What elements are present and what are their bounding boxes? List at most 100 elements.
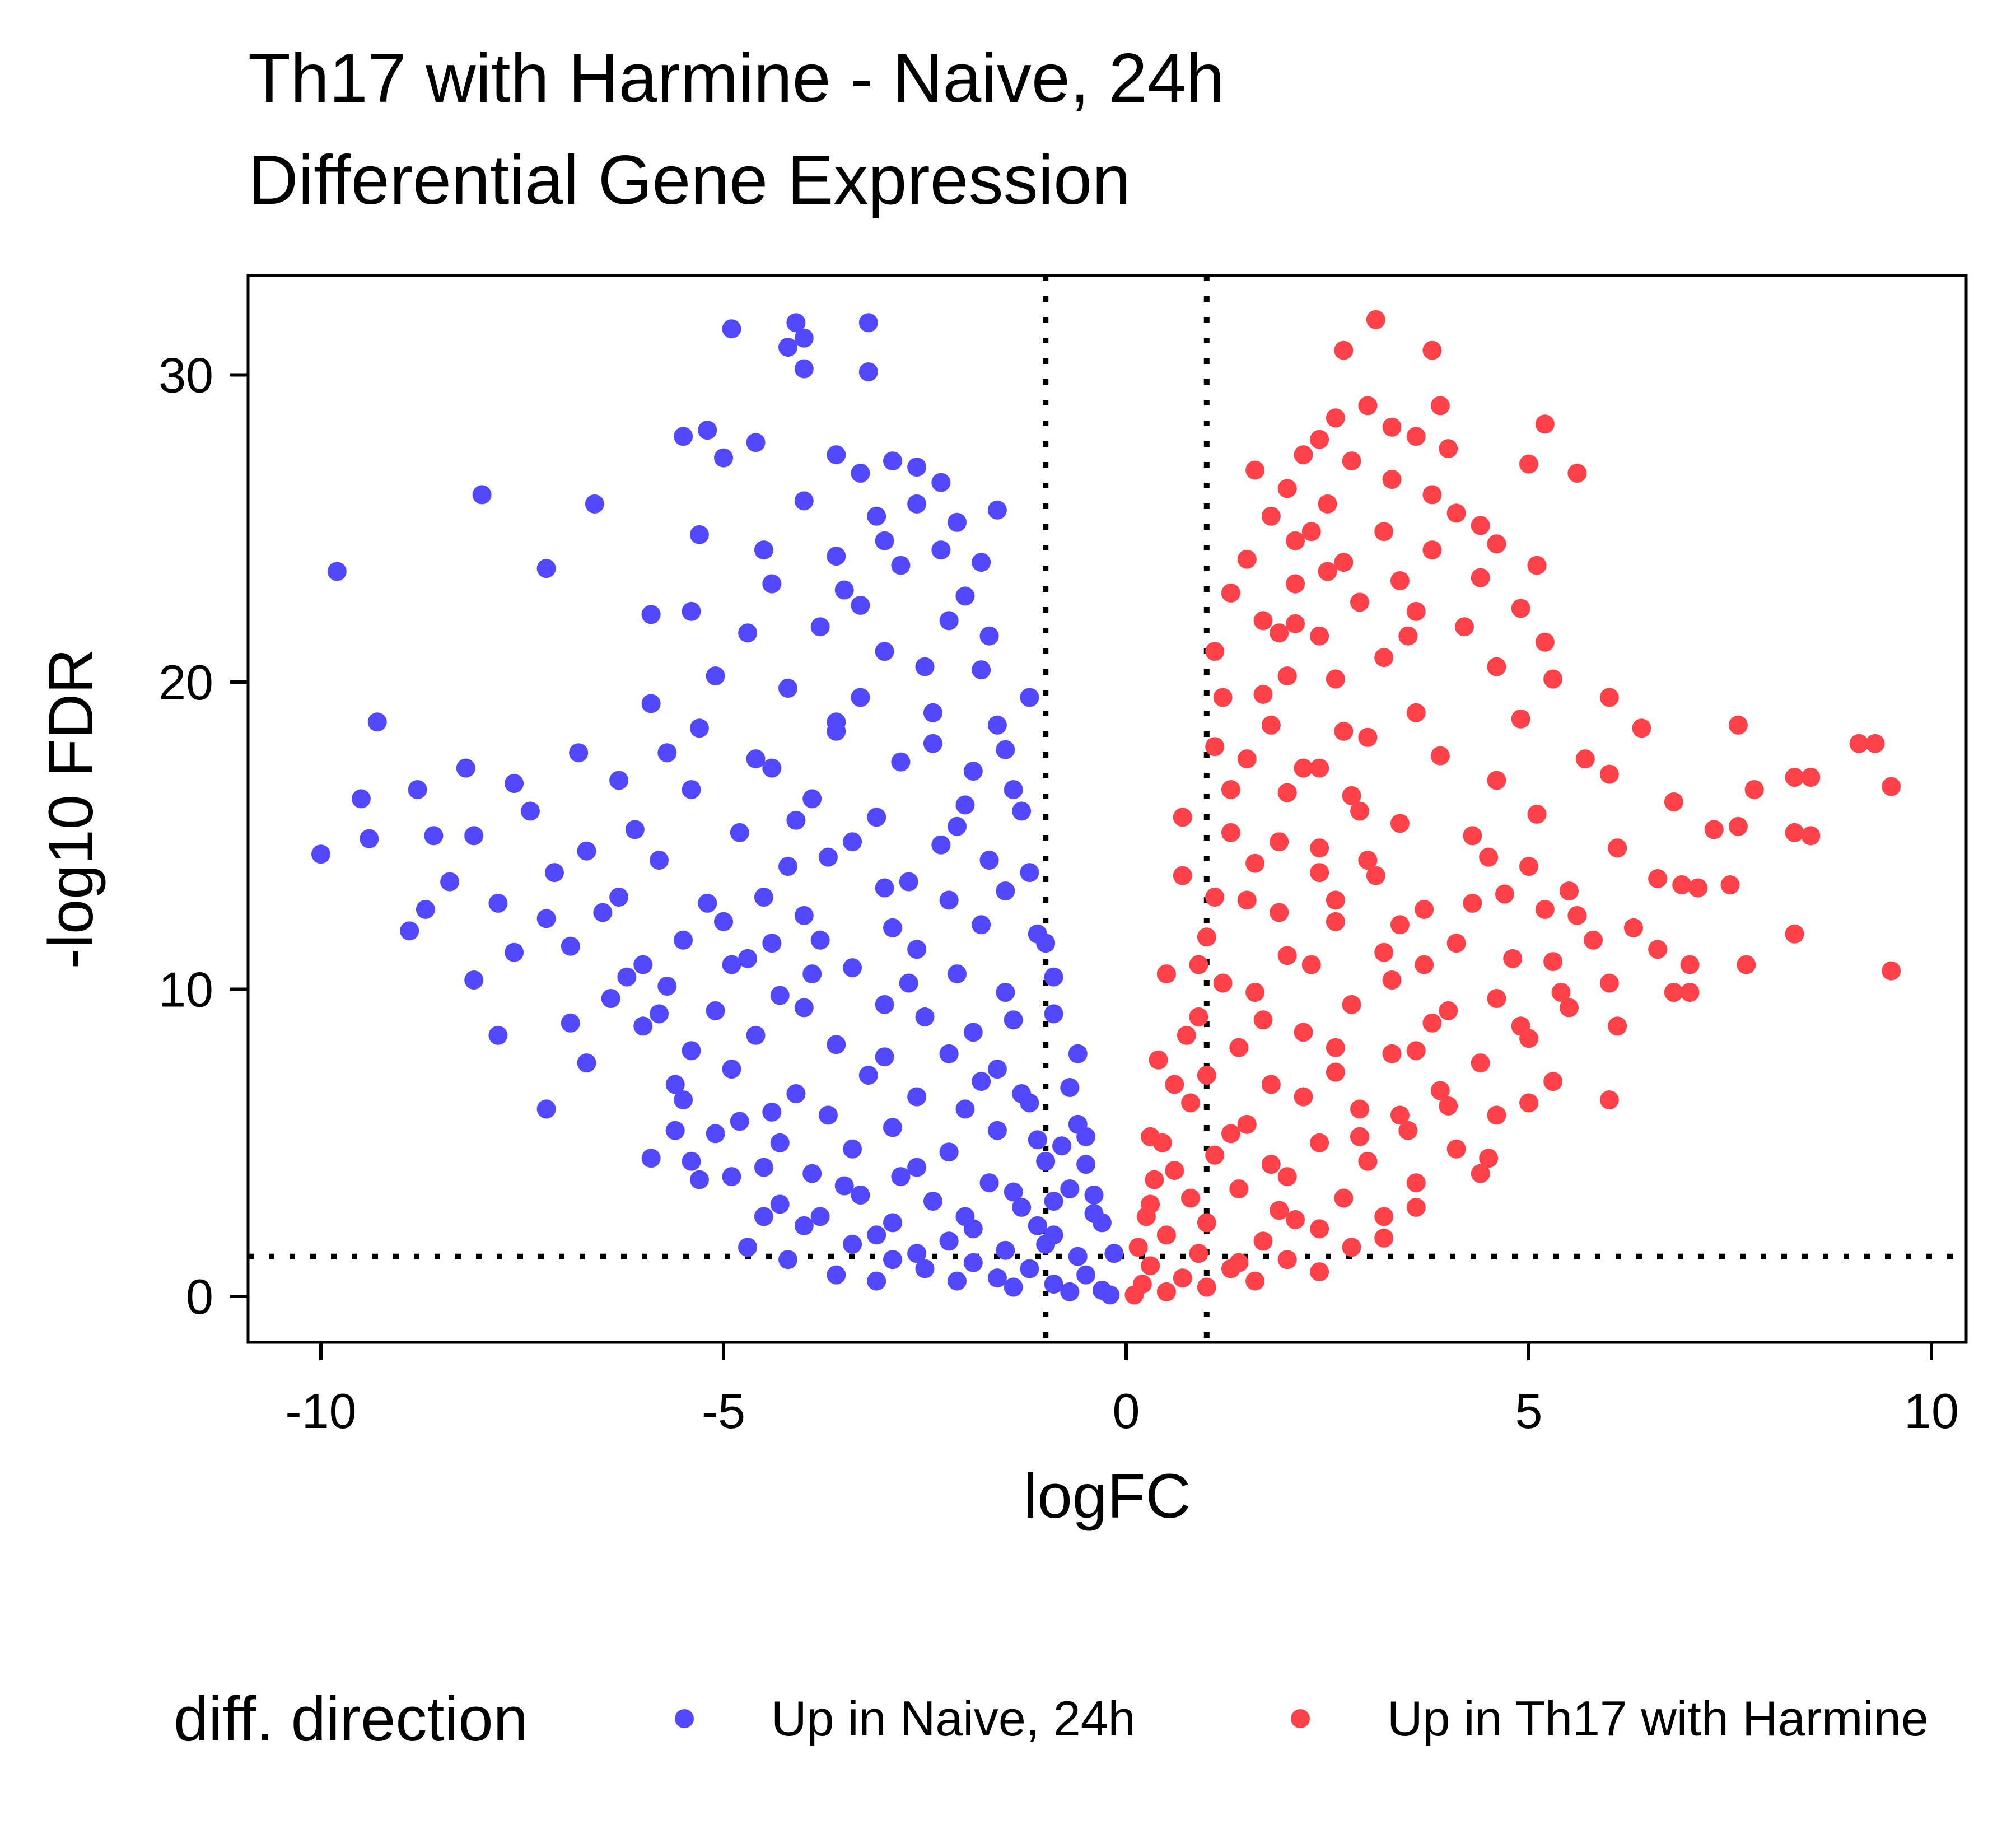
data-point: [1374, 1228, 1394, 1248]
data-point: [899, 973, 918, 993]
data-point: [1294, 1023, 1313, 1042]
data-point: [1849, 734, 1869, 753]
data-point: [569, 743, 589, 763]
legend-label: Up in Th17 with Harmine: [1387, 1691, 1929, 1746]
data-point: [1044, 967, 1063, 987]
data-point: [1575, 749, 1595, 769]
y-tick-label: 20: [158, 655, 213, 710]
data-point: [1487, 771, 1506, 790]
data-point: [1664, 792, 1683, 811]
data-point: [505, 774, 524, 793]
data-point: [689, 718, 709, 738]
data-point: [834, 580, 854, 600]
data-point: [1310, 1262, 1329, 1282]
data-point: [689, 1170, 709, 1189]
data-point: [1623, 918, 1643, 937]
data-point: [778, 1250, 797, 1270]
data-point: [1205, 888, 1225, 907]
data-point: [1543, 669, 1563, 689]
data-point: [1415, 955, 1434, 974]
data-point: [875, 995, 894, 1014]
data-point: [1277, 1167, 1297, 1187]
data-point: [987, 1060, 1007, 1079]
data-point: [1559, 998, 1579, 1018]
data-point: [1479, 1149, 1499, 1168]
data-point: [738, 949, 758, 968]
data-point: [1004, 1010, 1023, 1030]
data-point: [762, 574, 782, 594]
data-point: [674, 930, 693, 950]
data-point: [979, 626, 999, 646]
data-point: [1326, 669, 1345, 689]
data-point: [1406, 703, 1426, 722]
data-point: [1205, 1145, 1225, 1165]
data-point: [1286, 614, 1305, 633]
y-axis: 0 10 20 30: [158, 348, 248, 1324]
data-point: [1052, 1136, 1071, 1156]
data-point: [883, 1118, 902, 1137]
data-point: [778, 679, 797, 698]
data-point: [827, 547, 846, 566]
data-point: [1104, 1244, 1124, 1263]
data-point: [1286, 574, 1305, 594]
data-point: [794, 906, 814, 925]
data-point: [1487, 534, 1506, 554]
data-point: [1310, 1133, 1329, 1152]
data-point: [907, 1244, 927, 1263]
data-point: [1036, 1151, 1056, 1171]
data-point: [722, 1167, 741, 1187]
data-point: [536, 1099, 556, 1119]
data-point: [851, 464, 870, 483]
data-point: [1374, 1207, 1394, 1226]
data-point: [955, 586, 975, 606]
data-point: [1535, 414, 1555, 434]
data-point: [746, 749, 766, 769]
data-point: [609, 888, 629, 907]
data-point: [1221, 780, 1240, 799]
data-point: [1382, 970, 1402, 990]
data-point: [1543, 952, 1563, 972]
reference-lines: [248, 276, 1966, 1342]
data-point: [867, 808, 886, 827]
data-point: [1406, 1041, 1426, 1061]
data-point: [827, 1265, 846, 1285]
data-point: [972, 553, 991, 572]
data-point: [858, 313, 878, 333]
data-point: [1270, 1201, 1289, 1220]
data-point: [698, 421, 717, 440]
data-point: [1173, 866, 1192, 885]
data-point: [1406, 1173, 1426, 1193]
data-point: [1270, 832, 1289, 852]
data-point: [1277, 1250, 1297, 1270]
data-point: [987, 1121, 1007, 1140]
data-point: [907, 940, 927, 959]
data-point: [577, 1053, 596, 1073]
data-point: [1326, 912, 1345, 931]
data-point: [827, 1035, 846, 1054]
data-point: [1245, 1271, 1265, 1291]
data-point: [875, 878, 894, 898]
data-point: [1294, 758, 1313, 778]
data-point: [802, 789, 822, 809]
data-point: [810, 1207, 830, 1226]
data-point: [1213, 973, 1233, 993]
data-point: [948, 512, 967, 532]
data-point: [794, 491, 814, 511]
data-point: [955, 1099, 975, 1119]
data-point: [923, 1192, 942, 1211]
data-point: [1672, 875, 1692, 894]
data-point: [1535, 899, 1555, 919]
data-point: [1004, 1277, 1023, 1297]
data-point: [1422, 540, 1442, 560]
data-point: [1270, 623, 1289, 643]
data-point: [464, 826, 484, 846]
data-point: [520, 801, 540, 821]
data-point: [665, 1121, 685, 1140]
data-point: [907, 1158, 927, 1177]
data-point: [746, 433, 766, 452]
data-point: [987, 500, 1007, 520]
data-point: [1744, 780, 1764, 799]
data-point: [996, 881, 1015, 900]
data-point: [1599, 973, 1619, 993]
data-point: [843, 1234, 862, 1254]
